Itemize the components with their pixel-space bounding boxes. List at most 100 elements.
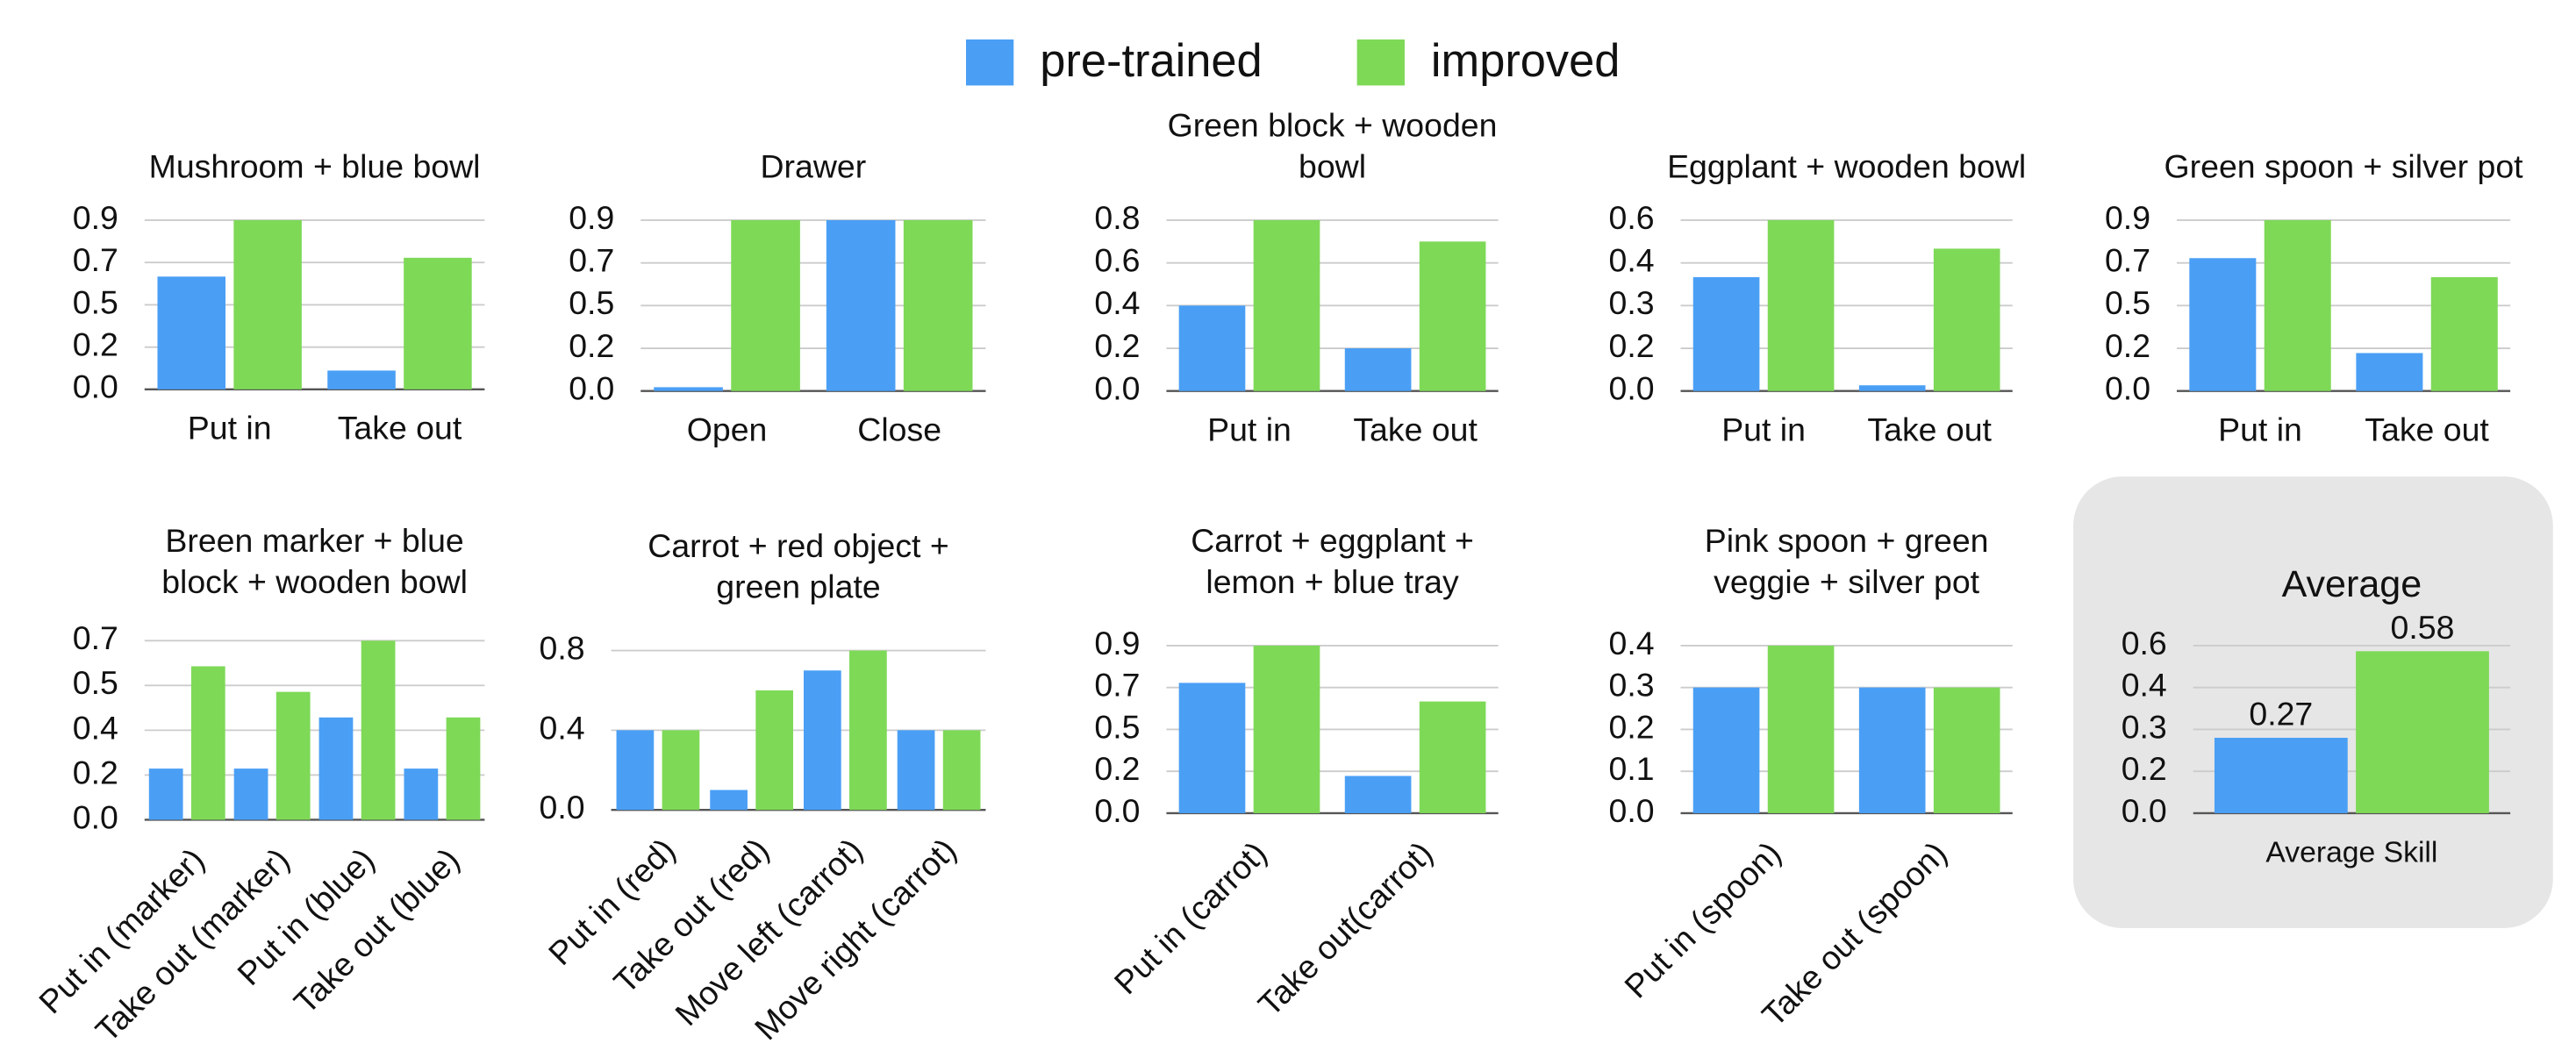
chart-title: Pink spoon + green veggie + silver pot bbox=[1704, 524, 1989, 602]
bar bbox=[1253, 219, 1320, 391]
y-tick-label: 0.7 bbox=[73, 619, 118, 656]
bar bbox=[404, 768, 439, 820]
x-tick-label: Take out(carrot) bbox=[1251, 834, 1440, 1023]
bar bbox=[1344, 776, 1412, 813]
bar bbox=[1253, 645, 1320, 813]
bar bbox=[233, 219, 302, 390]
y-tick-label: 0.0 bbox=[73, 798, 118, 835]
y-tick-label: 0.5 bbox=[73, 664, 118, 701]
x-tick-label: Put in bbox=[2218, 411, 2302, 447]
bar bbox=[755, 690, 794, 811]
y-tick-label: 0.4 bbox=[1609, 242, 1655, 279]
y-tick-label: 0.4 bbox=[1094, 284, 1140, 321]
bar bbox=[1858, 385, 1926, 391]
x-tick-label: Open bbox=[687, 411, 768, 447]
y-tick-label: 0.9 bbox=[73, 199, 118, 236]
chart-title-box: Pink spoon + green veggie + silver pot bbox=[1704, 524, 1989, 602]
y-tick-label: 0.0 bbox=[1609, 792, 1655, 829]
bar bbox=[1344, 348, 1412, 391]
bar bbox=[446, 717, 481, 820]
bar bbox=[327, 370, 396, 390]
chart-title: Breen marker + blue block + wooden bowl bbox=[161, 524, 468, 602]
y-tick-label: 0.2 bbox=[2122, 750, 2167, 787]
bar bbox=[710, 790, 748, 811]
bar bbox=[2356, 353, 2423, 391]
value-label: 0.58 bbox=[2391, 609, 2455, 646]
y-tick-label: 0.2 bbox=[1609, 708, 1655, 745]
legend-label: improved bbox=[1431, 36, 1621, 87]
bar bbox=[1178, 683, 1246, 813]
y-tick-label: 0.2 bbox=[73, 754, 118, 790]
chart-title: Green spoon + silver pot bbox=[2164, 149, 2523, 186]
bar bbox=[404, 257, 472, 390]
y-tick-label: 0.5 bbox=[73, 283, 118, 320]
y-tick-label: 0.7 bbox=[569, 242, 614, 279]
bar bbox=[654, 387, 723, 391]
bar bbox=[616, 730, 655, 811]
y-tick-label: 0.4 bbox=[1609, 625, 1655, 661]
bar bbox=[1692, 687, 1760, 813]
bar bbox=[2356, 651, 2489, 813]
y-tick-label: 0.2 bbox=[2105, 327, 2150, 364]
legend-label: pre-trained bbox=[1040, 36, 1262, 87]
x-tick-label: Take out bbox=[338, 410, 462, 447]
y-tick-label: 0.9 bbox=[1094, 625, 1140, 661]
bar bbox=[2430, 276, 2498, 391]
y-tick-label: 0.3 bbox=[1609, 667, 1655, 704]
chart-title-box: Eggplant + wooden bowl bbox=[1667, 149, 2027, 186]
y-tick-label: 0.6 bbox=[2122, 625, 2167, 661]
bar bbox=[2214, 737, 2348, 813]
chart-title: Mushroom + blue bowl bbox=[148, 149, 481, 186]
bar bbox=[2264, 219, 2331, 391]
value-label: 0.27 bbox=[2249, 696, 2313, 733]
y-tick-label: 0.0 bbox=[1609, 370, 1655, 407]
chart-title: Drawer bbox=[760, 149, 867, 186]
x-tick-label: Put in (carrot) bbox=[1107, 834, 1274, 1001]
y-tick-label: 0.2 bbox=[569, 327, 614, 364]
chart-title: Carrot + red object + green plate bbox=[648, 529, 949, 607]
bar bbox=[1419, 701, 1486, 813]
bar bbox=[731, 219, 800, 391]
bar bbox=[233, 768, 268, 820]
y-tick-label: 0.0 bbox=[2105, 370, 2150, 407]
bar bbox=[148, 768, 183, 820]
bar bbox=[1767, 645, 1835, 813]
y-tick-label: 0.3 bbox=[1609, 284, 1655, 321]
chart-title-box: Average bbox=[2281, 561, 2422, 605]
y-tick-label: 0.4 bbox=[73, 709, 118, 746]
bar bbox=[903, 219, 973, 391]
x-tick-label: Take out bbox=[1867, 411, 1992, 447]
y-tick-label: 0.7 bbox=[2105, 242, 2150, 279]
chart-title: Carrot + eggplant + lemon + blue tray bbox=[1191, 524, 1474, 602]
legend-swatch bbox=[1356, 39, 1405, 86]
bar bbox=[1178, 305, 1246, 391]
x-tick-label: Take out bbox=[2365, 411, 2489, 447]
bar bbox=[157, 276, 225, 390]
y-tick-label: 0.7 bbox=[1094, 667, 1140, 704]
chart-title: Average bbox=[2281, 561, 2422, 605]
bar bbox=[275, 691, 311, 820]
y-tick-label: 0.5 bbox=[2105, 284, 2150, 321]
x-tick-label: Close bbox=[857, 411, 941, 447]
bar bbox=[190, 666, 225, 820]
chart-title-box: Mushroom + blue bowl bbox=[148, 149, 481, 186]
y-tick-label: 0.5 bbox=[569, 284, 614, 321]
chart-title: Green block + wooden bowl bbox=[1167, 108, 1498, 186]
y-tick-label: 0.7 bbox=[73, 241, 118, 278]
x-tick-label: Take out (spoon) bbox=[1755, 834, 1954, 1033]
y-tick-label: 0.2 bbox=[73, 326, 118, 363]
y-tick-label: 0.2 bbox=[1094, 750, 1140, 787]
y-tick-label: 0.9 bbox=[2105, 199, 2150, 236]
bar bbox=[804, 670, 841, 811]
chart-title-box: Carrot + red object + green plate bbox=[648, 529, 949, 607]
bar bbox=[1692, 276, 1760, 391]
chart-title-box: Drawer bbox=[760, 149, 867, 186]
y-tick-label: 0.3 bbox=[2122, 708, 2167, 745]
x-tick-label: Put in bbox=[1207, 411, 1292, 447]
y-tick-label: 0.2 bbox=[1609, 327, 1655, 364]
chart-title-box: Carrot + eggplant + lemon + blue tray bbox=[1191, 524, 1474, 602]
chart-title: Eggplant + wooden bowl bbox=[1667, 149, 2027, 186]
average-panel bbox=[2073, 476, 2553, 929]
